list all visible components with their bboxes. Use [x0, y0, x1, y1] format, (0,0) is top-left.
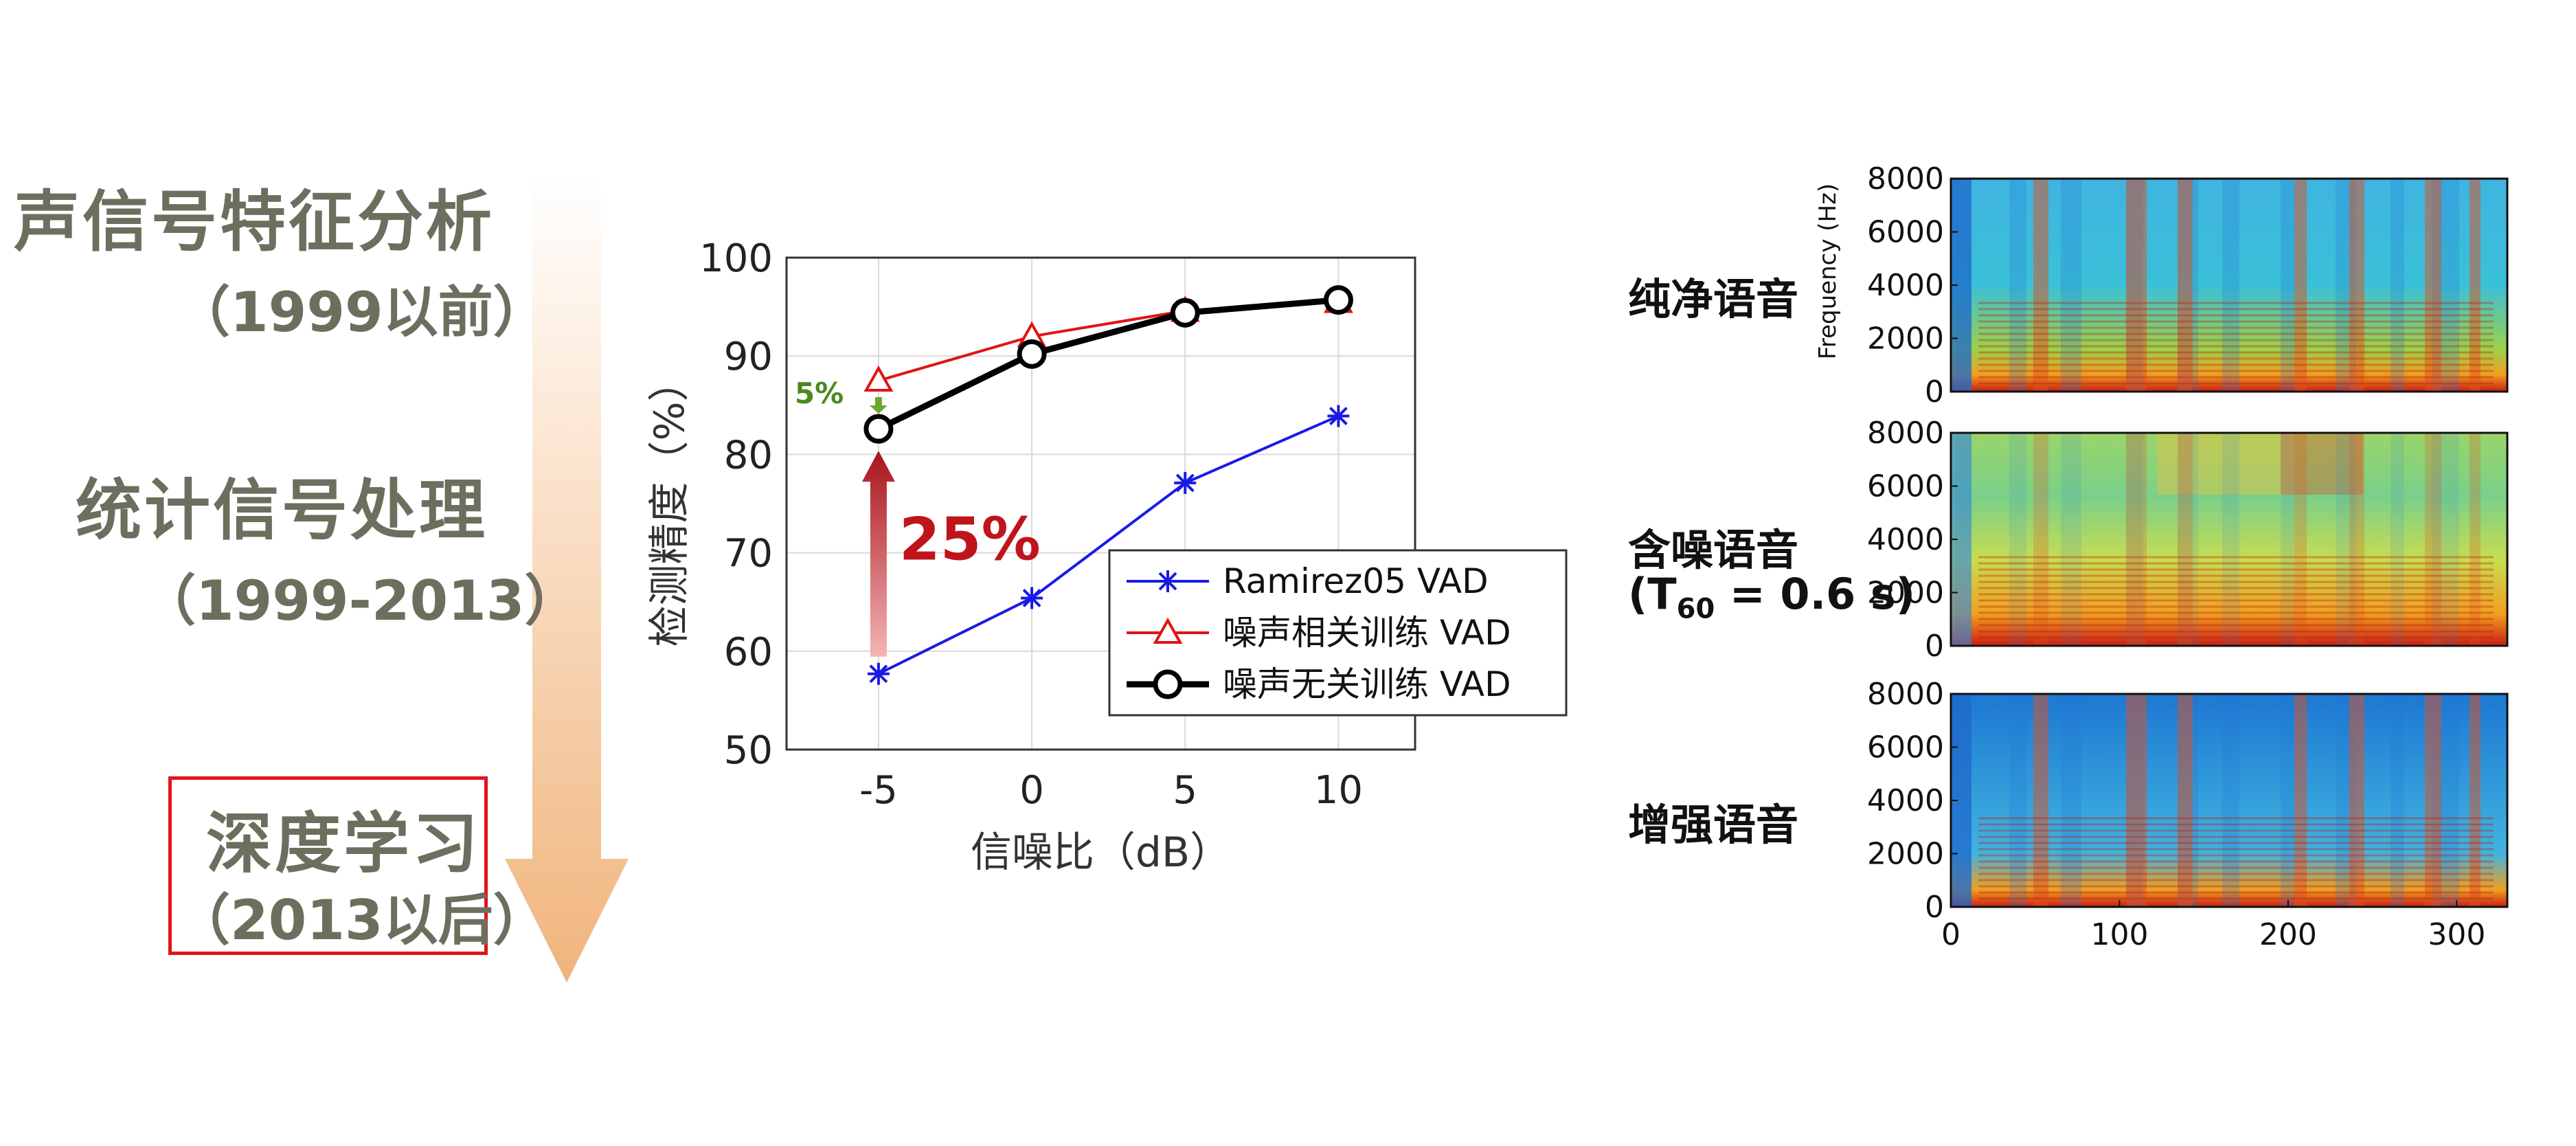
spectrogram-x-tick: 0: [1941, 917, 1961, 952]
spectrogram-3: 0 2000 4000 6000 8000: [1867, 677, 2509, 925]
gap-arrow-5: [869, 397, 888, 414]
spectrogram-y-tick: 4000: [1867, 522, 1944, 557]
spectrogram-2: 0 2000 4000 6000 8000: [1867, 416, 2509, 664]
spectrogram-2-label: 含噪语音: [1628, 525, 1799, 575]
data-point: [1153, 617, 1183, 644]
spectrogram-y-tick: 2000: [1867, 576, 1944, 611]
data-point: [1174, 471, 1197, 494]
spectrogram-y-tick: 8000: [1867, 677, 1944, 712]
tick-labels: -5 0 5 10 50 60 70 80 90 100: [699, 236, 1363, 813]
legend-label: 噪声相关训练 VAD: [1223, 613, 1511, 653]
data-point: [1157, 570, 1179, 592]
x-axis-label: 信噪比（dB）: [971, 829, 1231, 877]
spectrogram-panels: Frequency (Hz) 0200040006000800002000400…: [1814, 165, 2509, 952]
improvement-arrow-25: [861, 451, 895, 657]
spectrogram-y-tick: 6000: [1867, 730, 1944, 765]
stage-1-period: （1999以前）: [175, 280, 548, 344]
series-line-3: [877, 297, 1339, 432]
data-point: [1153, 669, 1183, 699]
spectrogram-y-tick: 6000: [1867, 215, 1944, 250]
data-point: [867, 662, 890, 685]
timeline-arrow: [505, 175, 629, 982]
series-line-2: [878, 300, 1339, 382]
spectrogram-y-tick: 8000: [1867, 165, 1944, 196]
legend-label: 噪声无关训练 VAD: [1223, 664, 1511, 704]
stage-2-title: 统计信号处理: [76, 472, 488, 549]
y-tick-label: 60: [724, 630, 773, 675]
y-tick-label: 100: [699, 236, 773, 281]
spectrogram-x-tick: 100: [2090, 917, 2148, 952]
stage-3-title: 深度学习: [206, 805, 481, 882]
y-axis-label: 检测精度（%）: [646, 360, 694, 647]
spectrogram-y-tick: 4000: [1867, 783, 1944, 818]
spectrogram-3-label: 增强语音: [1628, 800, 1799, 850]
spectrogram-1: 0 2000 4000 6000 8000: [1867, 165, 2509, 409]
y-tick-label: 80: [724, 433, 773, 477]
spectrogram-x-tick: 200: [2259, 917, 2317, 952]
spectrogram-y-tick: 0: [1925, 629, 1944, 664]
data-point: [1170, 297, 1200, 328]
y-tick-label: 90: [724, 335, 773, 379]
series: [863, 285, 1353, 685]
annotations: 25% 5%: [795, 377, 1041, 657]
spectrogram-2-sublabel: (T60 = 0.6 s): [1628, 569, 1916, 625]
spectrogram-y-tick: 0: [1925, 374, 1944, 409]
detection-accuracy-chart: -5 0 5 10 50 60 70 80 90 100 信噪比（dB） 检测精度（%） 25% 5…: [646, 236, 1568, 877]
data-point: [1017, 339, 1047, 369]
stage-1-title: 声信号特征分析: [14, 183, 495, 260]
series-line-1: [878, 414, 1340, 675]
annotation-25-percent: 25%: [899, 506, 1041, 574]
legend: Ramirez05 VAD 噪声相关训练 VAD 噪声无关训练 VAD: [1108, 549, 1568, 717]
data-point: [1323, 285, 1353, 315]
annotation-5-percent: 5%: [795, 377, 844, 410]
spectrogram-y-tick: 2000: [1867, 837, 1944, 872]
stage-2-period: （1999-2013）: [141, 569, 580, 633]
x-tick-label: -5: [859, 768, 898, 813]
x-tick-label: 10: [1314, 768, 1363, 813]
legend-label: Ramirez05 VAD: [1223, 561, 1489, 601]
data-point: [1327, 405, 1350, 427]
spectrogram-1-label: 纯净语音: [1628, 274, 1799, 324]
data-point: [1021, 587, 1043, 609]
y-tick-label: 70: [724, 532, 773, 576]
highlight-box: [168, 776, 488, 955]
spectrogram-y-tick: 2000: [1867, 322, 1944, 357]
spectrogram-y-tick: 4000: [1867, 268, 1944, 303]
stage-3-period: （2013以后）: [175, 888, 548, 952]
y-tick-label: 50: [724, 728, 773, 773]
spectrogram-ylabel: Frequency (Hz): [1814, 183, 1842, 359]
spectrogram-y-tick: 6000: [1867, 469, 1944, 504]
data-point: [863, 365, 894, 392]
spectrogram-y-tick: 0: [1925, 890, 1944, 925]
spectrogram-x-tick: 300: [2428, 917, 2485, 952]
spectrogram-y-tick: 8000: [1867, 416, 1944, 451]
x-tick-label: 0: [1019, 768, 1044, 813]
x-tick-label: 5: [1173, 768, 1197, 813]
data-point: [863, 414, 894, 444]
plot-frame: [785, 256, 1416, 751]
